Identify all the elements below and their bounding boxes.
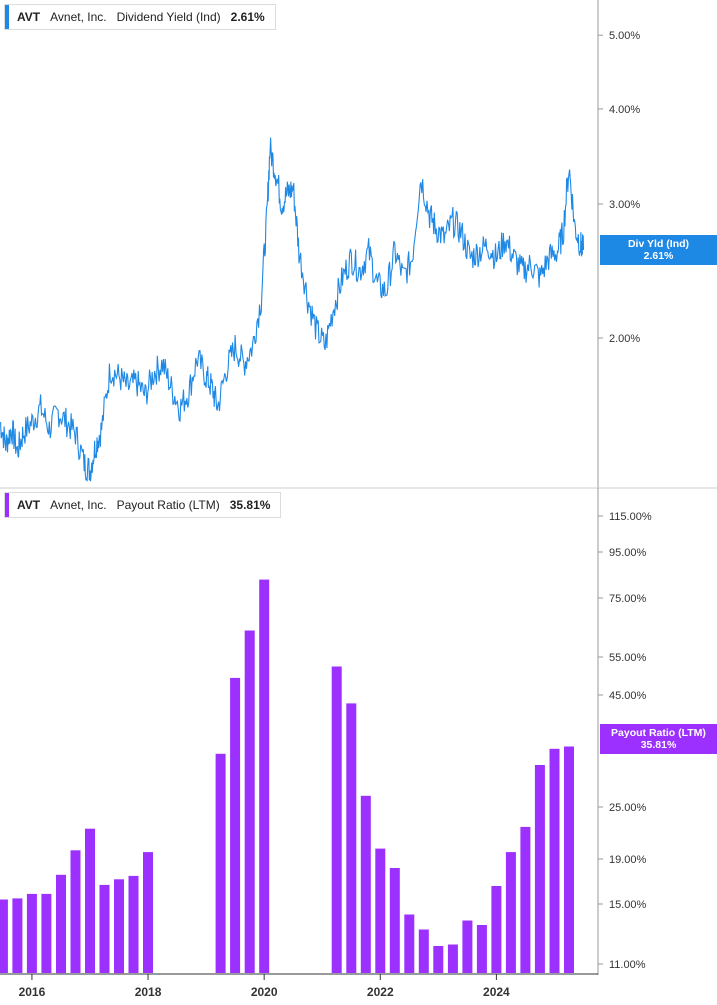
payout-bar: [41, 893, 52, 973]
payout-bar: [12, 898, 23, 973]
payout-ratio-chart: 115.00% 95.00% 75.00% 55.00% 45.00% 25.00% 19.…: [0, 488, 652, 975]
yield-y-tick-label: 2.00%: [609, 333, 640, 345]
payout-y-tick-label: 25.00%: [609, 802, 647, 814]
payout-metric: Payout Ratio (LTM): [116, 498, 220, 512]
payout-bar: [447, 944, 458, 973]
yield-metric: Dividend Yield (Ind): [116, 10, 221, 24]
payout-bar: [491, 886, 502, 973]
payout-bar: [70, 850, 81, 973]
payout-bar: [389, 868, 400, 973]
payout-y-tick-label: 19.00%: [609, 854, 647, 866]
payout-bar: [476, 925, 487, 973]
payout-y-tick-label: 115.00%: [609, 511, 652, 523]
payout-bar: [0, 899, 8, 973]
x-tick-label: 2016: [19, 985, 46, 999]
x-tick-label: 2024: [483, 985, 510, 999]
payout-y-tick-label: 11.00%: [609, 959, 646, 971]
payout-bar: [564, 746, 574, 973]
x-tick-label: 2022: [367, 985, 394, 999]
payout-company: Avnet, Inc.: [50, 498, 107, 512]
yield-y-tick-label: 4.00%: [609, 104, 640, 116]
yield-series-swatch: [5, 5, 9, 29]
yield-y-tick-label: 5.00%: [609, 30, 640, 42]
payout-badge-value: 35.81%: [640, 739, 677, 751]
yield-ticker: AVT: [17, 10, 41, 24]
payout-bar: [331, 666, 342, 973]
yield-y-tick-label: 3.00%: [609, 199, 640, 211]
payout-bar: [462, 920, 473, 973]
payout-bar: [56, 874, 66, 974]
payout-value: 35.81%: [229, 498, 271, 512]
x-axis: 2016 2018 2020 2022 2024: [0, 973, 598, 999]
payout-bar: [346, 703, 357, 973]
payout-bar: [244, 630, 255, 973]
payout-bar: [85, 828, 95, 973]
yield-badge-label: Div Yld (Ind): [627, 238, 690, 250]
payout-bar: [404, 914, 415, 973]
payout-y-tick-label: 95.00%: [609, 547, 647, 559]
payout-y-tick-label: 15.00%: [609, 899, 647, 911]
payout-y-tick-label: 75.00%: [609, 593, 647, 605]
yield-value: 2.61%: [230, 10, 265, 24]
payout-bar: [360, 795, 371, 973]
payout-bar: [534, 765, 545, 973]
payout-bar: [114, 879, 124, 974]
payout-bar: [418, 929, 429, 973]
payout-series-swatch: [5, 493, 9, 517]
payout-y-tick-label: 55.00%: [609, 652, 647, 664]
yield-header: AVT Avnet, Inc. Dividend Yield (Ind) 2.6…: [4, 4, 276, 30]
yield-badge-value: 2.61%: [643, 250, 674, 262]
dividend-yield-line: [0, 137, 585, 482]
payout-bar: [128, 875, 139, 973]
payout-bar: [143, 852, 153, 973]
payout-bar: [505, 852, 516, 973]
payout-badge-label: Payout Ratio (LTM): [611, 727, 706, 739]
payout-bar: [549, 748, 560, 973]
x-tick-label: 2020: [251, 985, 278, 999]
x-tick-label: 2018: [135, 985, 162, 999]
payout-bar: [99, 884, 110, 973]
yield-last-value-badge: Div Yld (Ind) 2.61%: [600, 235, 717, 265]
payout-y-tick-label: 45.00%: [609, 690, 647, 702]
payout-bar: [230, 677, 241, 973]
payout-bar: [375, 848, 386, 973]
payout-ticker: AVT: [17, 498, 41, 512]
payout-bar: [520, 826, 531, 973]
payout-bar: [433, 946, 444, 973]
payout-bar: [259, 579, 270, 973]
payout-bar: [26, 893, 37, 973]
yield-company: Avnet, Inc.: [50, 10, 107, 24]
payout-header: AVT Avnet, Inc. Payout Ratio (LTM) 35.81…: [4, 492, 282, 518]
payout-bar: [215, 753, 226, 973]
payout-last-value-badge: Payout Ratio (LTM) 35.81%: [600, 724, 717, 754]
